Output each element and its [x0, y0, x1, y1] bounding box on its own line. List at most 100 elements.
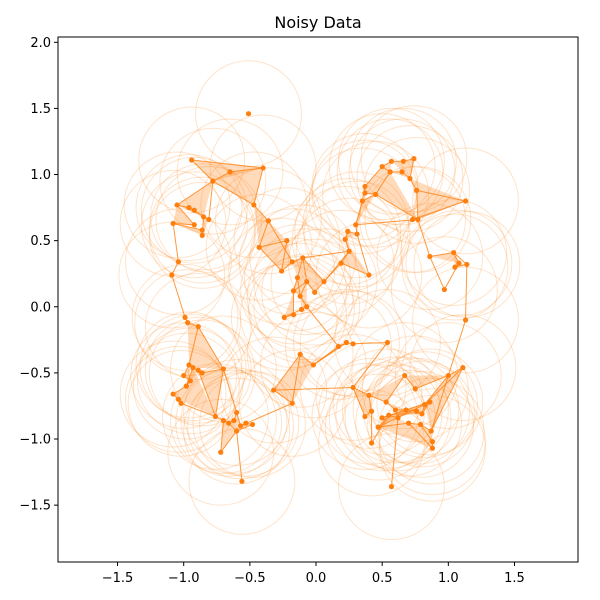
y-tick-label: −1.5 — [19, 499, 51, 514]
simplex-edge — [236, 424, 253, 432]
simplex-edge — [408, 422, 433, 449]
plot-frame — [57, 36, 579, 563]
neighborhood-circle — [344, 364, 452, 472]
neighborhood-circle — [367, 371, 474, 478]
y-tick-label: 1.0 — [30, 168, 51, 183]
simplex-triangle — [429, 252, 459, 264]
y-tick-label: 0.0 — [30, 300, 51, 315]
neighborhood-circle — [315, 341, 423, 449]
simplex-edge — [299, 281, 308, 297]
simplex-triangle — [364, 186, 376, 195]
data-point — [464, 261, 470, 268]
y-tick-label: −0.5 — [19, 366, 51, 381]
data-point — [298, 306, 305, 313]
data-point — [290, 288, 297, 294]
x-tick-label: 0.0 — [306, 571, 327, 586]
neighborhood-circle — [364, 166, 472, 273]
neighborhood-circle — [363, 357, 471, 465]
simplex-edge — [404, 375, 416, 390]
simplex-edge — [197, 370, 216, 417]
data-point — [199, 227, 205, 233]
data-point — [183, 383, 189, 389]
simplex-triangle — [177, 181, 213, 217]
neighborhood-circle — [148, 176, 256, 284]
data-point — [170, 220, 176, 227]
data-point — [372, 191, 379, 197]
simplex-edge — [258, 246, 282, 272]
neighborhood-circle — [187, 372, 295, 480]
simplex-triangle — [186, 367, 216, 417]
simplex-edge — [240, 402, 293, 427]
neighborhood-circle — [135, 311, 243, 419]
data-point — [227, 169, 233, 175]
neighborhood-circle — [376, 203, 484, 310]
simplex-edge — [378, 422, 409, 428]
simplex-edge — [371, 414, 390, 444]
simplex-edge — [173, 222, 195, 226]
data-point — [185, 320, 191, 326]
neighborhood-circle — [299, 334, 407, 441]
simplex-edge — [258, 220, 269, 248]
simplex-edge — [191, 159, 214, 182]
simplex-edge — [191, 159, 264, 169]
neighborhood-circle — [124, 345, 232, 453]
neighborhood-circle — [311, 133, 419, 240]
simplex-triangle — [424, 367, 463, 432]
neighborhood-circle — [349, 107, 457, 215]
data-point — [220, 366, 226, 372]
simplex-edge — [222, 368, 238, 413]
neighborhood-circle — [140, 171, 248, 279]
neighborhood-circle — [176, 118, 284, 226]
data-point — [312, 289, 318, 295]
simplex-edge — [293, 281, 308, 292]
simplex-triangle — [378, 415, 409, 428]
simplex-edge — [173, 222, 203, 231]
neighborhood-circle — [348, 118, 456, 226]
simplex-edge — [424, 367, 464, 405]
neighborhood-circle — [413, 211, 521, 318]
data-point — [335, 343, 342, 350]
data-point — [321, 279, 327, 285]
neighborhood-circle — [293, 289, 400, 396]
data-point — [417, 421, 424, 428]
neighborhood-circle — [363, 136, 471, 244]
simplex-edge — [212, 180, 255, 206]
data-point — [413, 187, 420, 194]
neighborhood-circle — [356, 125, 464, 232]
simplex-triangle — [390, 171, 410, 179]
neighborhood-circle — [148, 319, 256, 427]
data-point — [445, 372, 451, 379]
neighborhood-circle — [295, 197, 403, 305]
data-point — [260, 165, 266, 171]
neighborhood-circle — [205, 193, 313, 301]
simplex-edge — [214, 368, 224, 417]
neighborhood-circle — [285, 293, 392, 400]
simplex-triangle — [173, 223, 203, 236]
data-point — [384, 339, 391, 346]
data-point — [429, 445, 436, 451]
simplex-edge — [377, 401, 431, 428]
neighborhood-circle — [311, 139, 419, 247]
simplex-edge — [229, 167, 264, 173]
simplex-edge — [220, 420, 224, 453]
neighborhood-circles — [118, 60, 521, 541]
simplex-triangle — [420, 424, 433, 449]
data-point — [456, 260, 462, 266]
neighborhood-circle — [159, 127, 267, 235]
data-point — [175, 259, 182, 265]
neighborhood-circle — [360, 105, 468, 213]
data-point — [297, 351, 303, 357]
data-point — [400, 158, 406, 164]
simplex-edge — [297, 257, 304, 278]
neighborhood-circle — [136, 327, 244, 435]
simplex-triangle — [220, 420, 229, 453]
data-point — [289, 400, 295, 406]
neighborhood-circle — [322, 140, 429, 248]
simplex-edge — [355, 218, 418, 226]
neighborhood-circle — [405, 209, 513, 317]
data-points — [169, 111, 470, 490]
neighborhood-circle — [294, 177, 402, 285]
simplex-triangle — [398, 409, 417, 418]
simplex-triangle — [345, 239, 369, 276]
neighborhood-circle — [135, 154, 243, 262]
